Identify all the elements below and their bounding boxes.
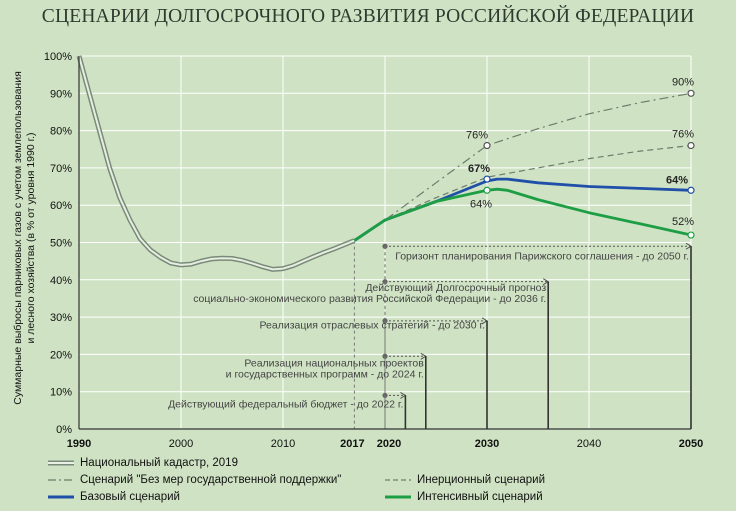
legend-label-intensive: Интенсивный сценарий: [417, 491, 543, 503]
horizon-label: Действующий федеральный бюджет - до 2022…: [168, 398, 403, 410]
value-label: 76%: [672, 129, 694, 141]
horizon-label: Реализация отраслевых стратегий - до 203…: [259, 319, 485, 331]
value-label: 52%: [672, 216, 694, 228]
horizon-start-dot: [382, 243, 388, 249]
value-marker: [483, 186, 491, 194]
value-label: 64%: [666, 174, 688, 186]
horizon-label: Действующий Долгосрочный прогноз: [365, 282, 546, 294]
y-tick-label: 10%: [50, 387, 72, 399]
horizon-label: социально-экономического развития Россий…: [193, 293, 546, 305]
x-tick-label: 2030: [475, 438, 499, 450]
value-label: 76%: [466, 130, 488, 142]
x-tick-label: 2020: [377, 438, 401, 450]
y-tick-label: 60%: [50, 200, 72, 212]
series-lines: [76, 55, 692, 272]
y-tick-label: 80%: [50, 126, 72, 138]
y-tick-label: 30%: [50, 312, 72, 324]
x-tick-label: 2040: [577, 438, 601, 450]
y-axis-label-line-2: и лесного хозяйства (в % от уровня 1990 …: [25, 132, 37, 343]
series-line-4: [353, 187, 692, 242]
x-tick-label: 1990: [67, 438, 91, 450]
value-label: 90%: [672, 76, 694, 88]
y-tick-label: 0%: [56, 424, 72, 436]
y-tick-label: 40%: [50, 275, 72, 287]
x-tick-label: 2000: [169, 438, 193, 450]
y-tick-label: 70%: [50, 163, 72, 175]
value-marker: [687, 186, 695, 194]
legend-swatch-cadastre: [48, 460, 74, 466]
series-line-3: [353, 177, 692, 242]
value-marker: [687, 89, 695, 97]
y-tick-label: 50%: [50, 238, 72, 250]
value-marker: [687, 141, 695, 150]
x-tick-label: 2010: [271, 438, 295, 450]
series-line-cadastre-inner: [78, 55, 355, 271]
series-line-2: [354, 144, 692, 242]
planning-horizons: Горизонт планирования Парижского соглаше…: [168, 242, 692, 429]
legend-item-base: Базовый сценарий: [48, 491, 180, 503]
legend-swatch-inertial: [385, 479, 411, 481]
legend-label-base: Базовый сценарий: [80, 491, 180, 503]
legend-label-no-measures: Сценарий "Без мер государственной поддер…: [80, 474, 342, 486]
legend-swatch-no-measures: [48, 479, 74, 481]
y-tick-label: 20%: [50, 349, 72, 361]
legend-label-inertial: Инерционный сценарий: [417, 474, 545, 486]
value-label: 64%: [470, 198, 492, 210]
value-marker: [483, 141, 491, 150]
series-line-cadastre: [76, 55, 356, 272]
axes: 0% 10% 20% 30% 40% 50% 60% 70% 80% 90% 100% 1990 200…: [44, 51, 703, 450]
series-line-1: [354, 92, 692, 242]
y-axis-label-line-1: Суммарные выбросы парниковых газов с уче…: [12, 71, 24, 405]
legend-label-cadastre: Национальный кадастр, 2019: [80, 457, 238, 469]
value-label: 67%: [468, 163, 490, 175]
legend-swatch-intensive: [385, 495, 411, 499]
x-tick-label: 2017: [340, 438, 364, 450]
x-tick-label: 2050: [679, 438, 703, 450]
horizon-label: Реализация национальных проектов: [244, 357, 424, 369]
y-tick-label: 90%: [50, 88, 72, 100]
value-labels: 90% 76% 76% 67% 64% 64% 52%: [466, 76, 695, 239]
legend-item-cadastre: Национальный кадастр, 2019: [48, 457, 238, 469]
y-tick-label: 100%: [44, 51, 72, 63]
horizon-label: Горизонт планирования Парижского соглаше…: [395, 250, 689, 262]
legend-item-inertial: Инерционный сценарий: [385, 474, 545, 486]
legend-swatch-base: [48, 495, 74, 499]
chart-title: СЦЕНАРИИ ДОЛГОСРОЧНОГО РАЗВИТИЯ РОССИЙСК…: [41, 6, 695, 27]
value-marker: [687, 231, 695, 239]
horizon-label: и государственных программ - до 2024 г.: [226, 369, 424, 381]
legend-item-intensive: Интенсивный сценарий: [385, 491, 543, 503]
value-marker: [483, 175, 491, 183]
legend-item-no-measures: Сценарий "Без мер государственной поддер…: [48, 474, 341, 486]
